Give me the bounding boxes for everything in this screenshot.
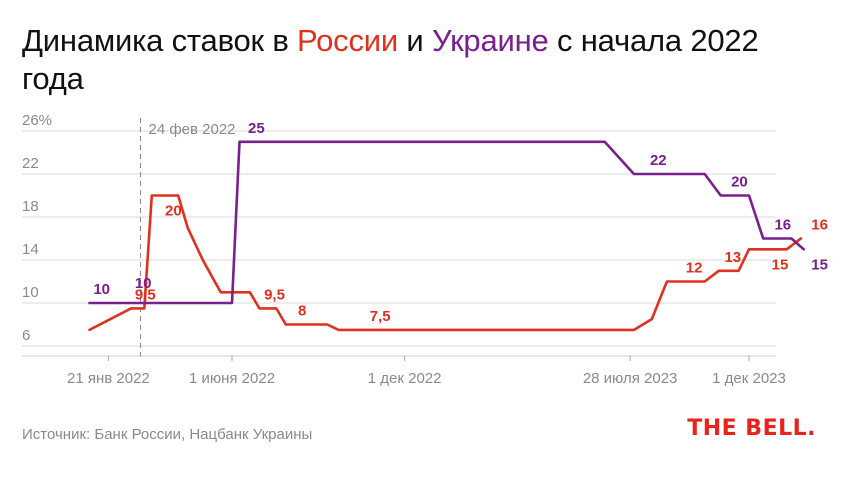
source-note: Источник: Банк России, Нацбанк Украины <box>22 426 313 443</box>
title-russia: России <box>297 23 399 58</box>
y-tick-label: 10 <box>22 284 39 301</box>
rates-chart: 26% 22 18 14 10 6 21 янв 2022 1 июня 2022 1 дек … <box>22 112 828 387</box>
data-label-russia: 12 <box>686 260 703 277</box>
x-tick-label: 21 янв 2022 <box>67 370 150 387</box>
data-label-russia: 20 <box>165 203 182 220</box>
title-part3: с начала 2022 года <box>22 23 759 96</box>
data-label-russia: 8 <box>298 303 306 320</box>
data-label-russia: 9,5 <box>264 286 285 303</box>
title-ukraine: Украине <box>431 23 549 58</box>
x-tick-label: 1 дек 2022 <box>368 370 442 387</box>
data-label-russia: 16 <box>811 217 828 234</box>
series-line-ukraine <box>88 140 806 305</box>
data-label-ukraine: 20 <box>731 174 748 191</box>
x-tick-label: 1 июня 2022 <box>189 370 275 387</box>
y-tick-label: 18 <box>22 198 39 215</box>
y-tick-label: 22 <box>22 155 39 172</box>
data-label-russia: 13 <box>724 249 741 266</box>
title-part2: и <box>398 23 432 58</box>
data-label-ukraine: 10 <box>93 281 110 298</box>
x-tick-label: 1 дек 2023 <box>712 370 786 387</box>
data-label-ukraine: 22 <box>650 152 667 169</box>
data-label-ukraine: 15 <box>811 256 828 273</box>
x-tick-label: 28 июля 2023 <box>583 370 678 387</box>
data-label-russia: 7,5 <box>370 308 391 325</box>
invasion-marker-label: 24 фев 2022 <box>148 121 235 138</box>
data-label-russia: 9,5 <box>135 286 156 303</box>
y-tick-label: 14 <box>22 241 39 258</box>
data-label-ukraine: 25 <box>248 120 265 137</box>
data-label-ukraine: 16 <box>774 217 791 234</box>
the-bell-logo: THE BELL. <box>687 416 816 441</box>
data-label-ukraine: 10 <box>135 275 152 292</box>
series-line-russia <box>88 194 803 332</box>
y-tick-label: 26% <box>22 112 52 129</box>
chart-title: Динамика ставок в России и Украине с нач… <box>22 22 802 98</box>
title-part1: Динамика ставок в <box>22 23 298 58</box>
data-label-russia: 15 <box>772 256 789 273</box>
y-tick-label: 6 <box>22 327 30 344</box>
